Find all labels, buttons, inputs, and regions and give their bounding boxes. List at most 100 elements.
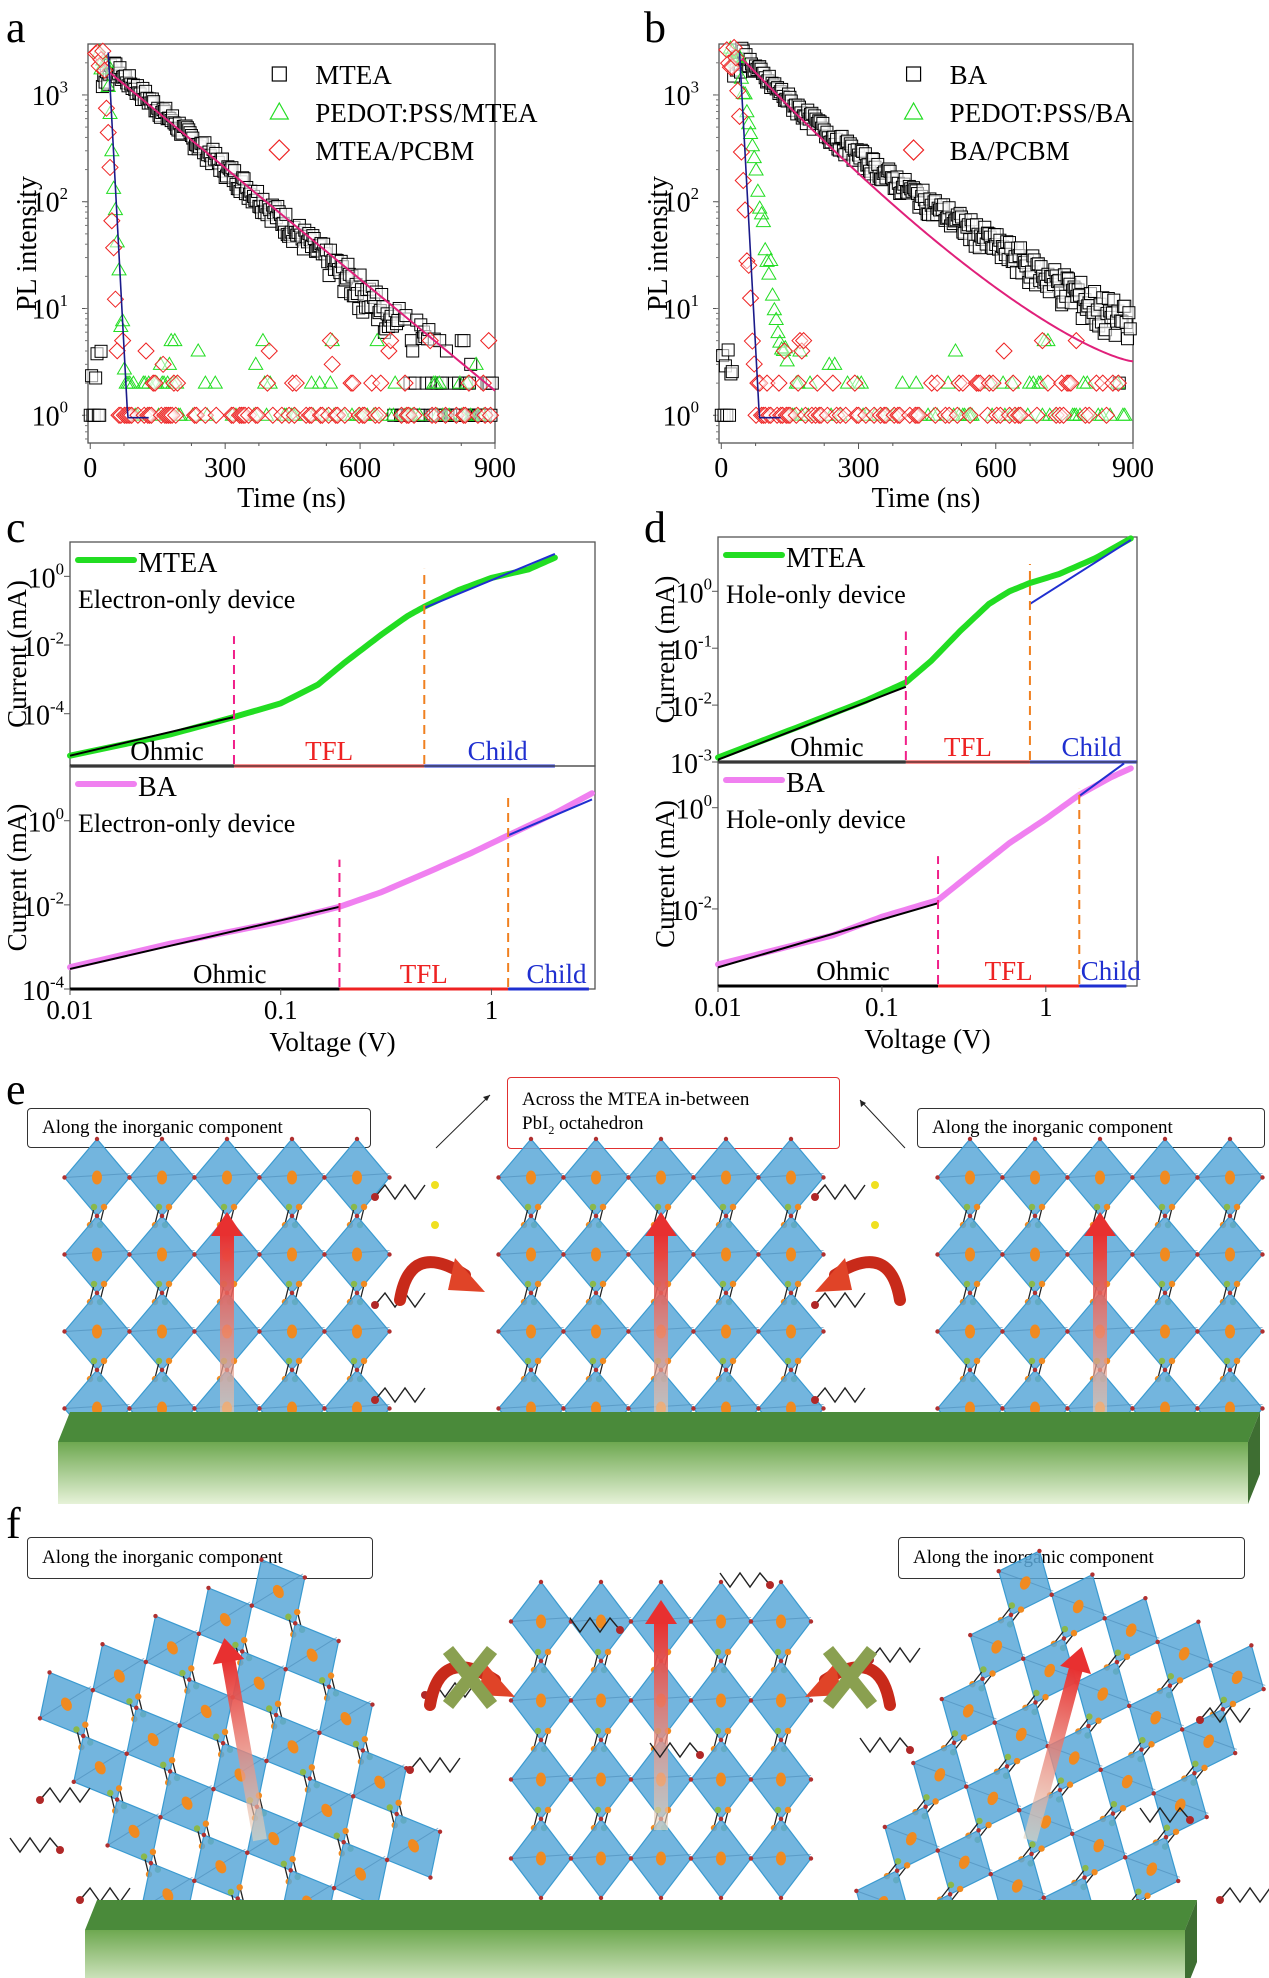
organic-atom xyxy=(1013,1757,1021,1765)
plot-frame xyxy=(87,43,496,444)
square-marker xyxy=(279,207,293,221)
organic-atom xyxy=(589,1357,597,1365)
triangle-marker xyxy=(190,342,207,357)
pb-atom xyxy=(272,1584,284,1599)
organic-atom xyxy=(274,1700,282,1708)
organic-atom xyxy=(724,1648,732,1656)
iodine-atom xyxy=(508,1619,514,1624)
organic-bond xyxy=(783,1207,789,1225)
legend-label: PEDOT:PSS/MTEA xyxy=(315,98,538,128)
diamond-marker xyxy=(456,406,475,424)
organic-atom xyxy=(956,1885,964,1893)
iodine-atom xyxy=(192,1329,197,1334)
iodine-atom xyxy=(94,1136,100,1142)
iodine-atom xyxy=(288,1868,293,1873)
arrow-head xyxy=(1084,1212,1116,1236)
organic-atom xyxy=(1223,1280,1231,1288)
pb-atom xyxy=(786,1170,796,1185)
pb-atom xyxy=(340,1712,352,1726)
x-tick-label: 0.1 xyxy=(865,992,899,1022)
pb-atom xyxy=(1095,1170,1105,1185)
organic-bond xyxy=(718,1284,724,1302)
iodine-atom xyxy=(1176,1878,1181,1884)
organic-bond xyxy=(284,1207,290,1225)
organic-bond xyxy=(322,1681,328,1698)
triangle-marker xyxy=(100,78,117,93)
diamond-marker xyxy=(95,61,114,79)
organic-atom xyxy=(1223,1357,1231,1365)
iodine-atom xyxy=(808,1777,814,1782)
organic-atom xyxy=(395,1799,402,1806)
organic-bond xyxy=(349,1361,355,1379)
iodine-atom xyxy=(1208,1663,1213,1668)
diamond-marker xyxy=(824,374,842,392)
iodine-atom xyxy=(778,1579,784,1585)
iodine-atom xyxy=(748,1698,754,1703)
data-markers xyxy=(83,42,500,424)
iodine-atom xyxy=(224,1136,230,1142)
iodine-atom xyxy=(788,1290,794,1296)
legend-triangle-icon xyxy=(903,101,924,120)
iodine-atom xyxy=(496,1329,501,1334)
pb-atom xyxy=(1068,1751,1080,1765)
pb-atom xyxy=(526,1324,536,1339)
organic-atom xyxy=(729,1280,737,1288)
organic-bond xyxy=(1000,1605,1012,1620)
pb-atom xyxy=(1030,1247,1040,1262)
iodine-atom xyxy=(1032,1290,1038,1296)
organic-atom xyxy=(544,1727,552,1735)
diamond-marker xyxy=(775,342,794,360)
pb-atom xyxy=(166,1641,178,1655)
arrow-head xyxy=(645,1600,677,1624)
iodine-atom xyxy=(688,1856,694,1861)
diamond-marker xyxy=(732,143,751,161)
organic-bond xyxy=(523,1361,529,1379)
fit-line xyxy=(741,57,1134,363)
iodine-atom xyxy=(528,1213,534,1219)
organic-bond xyxy=(523,1207,529,1225)
iodine-atom xyxy=(788,1136,794,1142)
iodine-atom xyxy=(1167,1683,1173,1688)
iodine-atom xyxy=(257,1329,262,1334)
panel-letter-c: c xyxy=(6,503,26,552)
organic-atom xyxy=(594,1727,602,1735)
iodine-atom xyxy=(302,1575,308,1580)
organic-bond xyxy=(773,1810,779,1828)
iodine-atom xyxy=(808,1856,814,1861)
iodine-atom xyxy=(341,1839,346,1845)
diamond-marker xyxy=(207,406,225,424)
iodine-atom xyxy=(90,1687,96,1693)
iodine-atom xyxy=(257,1406,262,1411)
organic-atom xyxy=(318,1677,326,1684)
organic-atom xyxy=(100,1203,108,1211)
organic-atom xyxy=(221,1728,229,1736)
organic-atom xyxy=(350,1280,358,1288)
organic-atom xyxy=(1066,1781,1074,1788)
iodine-atom xyxy=(1155,1639,1160,1645)
label-box-f-right: Along the inorganic component xyxy=(898,1537,1245,1579)
alkyl-chain xyxy=(39,1786,91,1804)
y-tick-label: 10-2 xyxy=(22,628,64,663)
pb-atom xyxy=(60,1697,72,1711)
triangle-marker xyxy=(111,261,127,276)
iodine-atom xyxy=(658,1895,664,1901)
iodine-atom xyxy=(1260,1329,1265,1334)
organic-atom xyxy=(794,1357,802,1365)
organic-atom xyxy=(155,1357,163,1365)
iodine-atom xyxy=(259,1557,264,1562)
iodine-atom xyxy=(94,1213,100,1219)
iodine-atom xyxy=(626,1329,631,1334)
diamond-marker xyxy=(321,331,340,350)
organic-bond xyxy=(163,1765,169,1782)
iodine-atom xyxy=(756,1329,761,1334)
organic-atom xyxy=(985,1821,992,1829)
pb-atom xyxy=(965,1324,975,1339)
legend-label: BA xyxy=(950,60,988,90)
pb-atom xyxy=(287,1170,297,1185)
iodine-atom xyxy=(240,1649,245,1654)
organic-bond xyxy=(1102,1804,1115,1819)
iodine-atom xyxy=(821,1406,826,1411)
label-box-f-left: Along the inorganic component xyxy=(27,1537,373,1579)
organic-bond xyxy=(523,1284,529,1302)
